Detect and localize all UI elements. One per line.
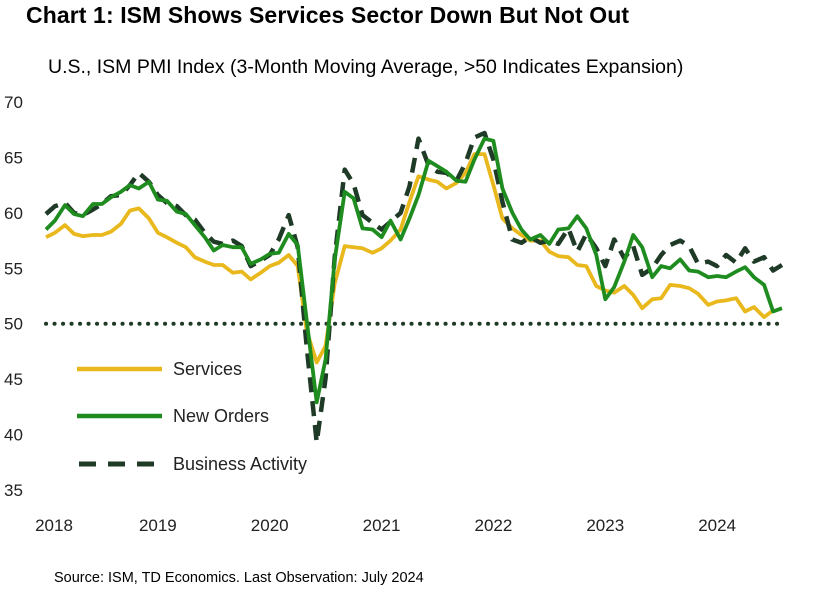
legend-business-activity: Business Activity [79,454,307,474]
y-tick-label: 65 [4,148,23,167]
x-tick-label: 2022 [475,516,513,535]
legend-new-orders: New Orders [77,406,269,426]
y-axis: 70 65 60 55 50 45 40 35 [4,93,23,500]
x-tick-label: 2024 [698,516,736,535]
x-tick-label: 2020 [251,516,289,535]
source-note: Source: ISM, TD Economics. Last Observat… [54,570,424,586]
y-tick-label: 55 [4,259,23,278]
series-services-line [45,152,775,365]
legend-services: Services [77,359,242,379]
legend: Services New Orders Business Activity [77,359,307,474]
chart-subtitle: U.S., ISM PMI Index (3-Month Moving Aver… [48,56,684,78]
legend-label: Services [173,359,242,379]
x-tick-label: 2019 [139,516,177,535]
chart-title: Chart 1: ISM Shows Services Sector Down … [26,2,630,28]
y-tick-label: 40 [4,426,23,445]
y-tick-label: 70 [4,93,23,112]
series-group [44,130,784,445]
x-tick-label: 2018 [35,516,73,535]
y-tick-label: 45 [4,370,23,389]
legend-label: New Orders [173,406,269,426]
y-tick-label: 60 [4,204,23,223]
series-new-orders-line [44,136,783,405]
y-tick-label: 35 [4,481,23,500]
x-axis: 2018 2019 2020 2021 2022 2023 2024 [35,516,736,535]
legend-label: Business Activity [173,454,307,474]
x-tick-label: 2021 [363,516,401,535]
y-tick-label: 50 [4,315,23,334]
x-tick-label: 2023 [586,516,624,535]
series-business-activity-line [44,130,784,445]
